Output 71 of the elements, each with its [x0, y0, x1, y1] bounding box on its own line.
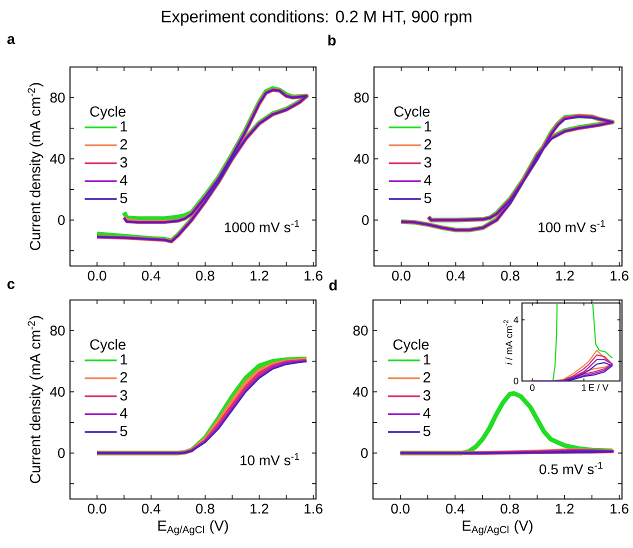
- x-axis-title: E / V: [589, 384, 608, 391]
- x-axis-title: E$_{Ag/AgCl}$ (V): [462, 520, 532, 536]
- text: a: [7, 36, 16, 44]
- legend-label: 4: [120, 408, 128, 418]
- legend-label: 2: [120, 372, 128, 382]
- y-axis-title: Current density (mA cm$^{-2}$): [28, 83, 44, 250]
- legend-label: 1: [120, 354, 128, 364]
- x-tick-label: 0.0: [391, 504, 410, 514]
- x-tick-label: 0.4: [142, 504, 160, 514]
- legend-label: 5: [423, 426, 430, 436]
- y-tick-label: 40: [353, 386, 368, 397]
- y-tick-label: 0: [362, 215, 369, 226]
- annotation: 1000 mV s$^{-1}$: [224, 220, 300, 232]
- x-tick-label: 0.0: [88, 270, 106, 281]
- legend-label: 1: [424, 354, 430, 364]
- annotation: 0.5 mV s$^{-1}$: [540, 462, 602, 474]
- x-tick-label: 0.4: [446, 270, 466, 281]
- y-tick-label: 40: [354, 154, 369, 164]
- legend-label: 4: [424, 175, 432, 186]
- y-axis-title: Current density (mA cm$^{-2}$): [28, 316, 44, 484]
- legend-label: 2: [424, 139, 432, 150]
- y-tick-label: 40: [50, 154, 65, 164]
- x-tick-label: 0.8: [501, 270, 520, 281]
- x-tick-label: 1.6: [304, 270, 322, 281]
- x-tick-label: 1.6: [610, 504, 628, 514]
- legend-label: 3: [120, 390, 128, 401]
- x-tick-label: 0.8: [500, 504, 519, 514]
- legend-label: 3: [120, 157, 128, 168]
- y-tick-label: 80: [353, 326, 368, 336]
- y-tick-label: 0: [58, 448, 65, 458]
- legend-title: Cycle: [393, 338, 429, 353]
- legend-label: 4: [423, 408, 430, 418]
- text: b: [328, 34, 336, 46]
- y-tick-label: 80: [50, 92, 65, 103]
- y-tick-label: 0: [361, 448, 368, 458]
- y-tick-label: 40: [50, 386, 65, 397]
- y-tick-label: 80: [354, 92, 369, 103]
- legend-label: 5: [120, 192, 128, 204]
- legend-label: 3: [423, 390, 430, 401]
- legend-label: 1: [120, 121, 128, 132]
- x-tick-label: 1.6: [610, 270, 628, 281]
- annotation: 100 mV s$^{-1}$: [538, 220, 605, 232]
- legend-label: 5: [424, 192, 432, 204]
- legend-label: 3: [424, 157, 432, 168]
- x-tick-label: 0.8: [196, 270, 214, 281]
- legend-title: Cycle: [394, 106, 430, 120]
- x-tick-label: 1.2: [556, 270, 574, 280]
- text: c: [7, 281, 15, 290]
- x-tick-label: 0.4: [446, 504, 464, 514]
- x-tick-label: 0.0: [392, 270, 410, 281]
- x-axis-title: E$_{Ag/AgCl}$ (V): [158, 520, 228, 536]
- legend-label: 2: [424, 372, 430, 382]
- legend-title: Cycle: [90, 338, 126, 353]
- text: d: [329, 280, 337, 290]
- legend-label: 1: [424, 121, 432, 132]
- x-tick-label: 1.2: [556, 504, 574, 514]
- x-tick-label: 0.4: [142, 270, 160, 281]
- y-tick-label: 80: [50, 326, 65, 336]
- y-axis-title: i / mA cm$^{-2}$: [504, 320, 512, 365]
- x-tick-label: 1.2: [250, 504, 268, 514]
- x-tick-label: 1.6: [304, 504, 322, 514]
- x-tick-label: 1.2: [250, 270, 268, 280]
- legend-label: 4: [120, 175, 128, 186]
- annotation: 10 mV s$^{-1}$: [240, 453, 300, 466]
- y-tick-label: 0: [58, 215, 65, 226]
- x-tick-label: 0.8: [196, 504, 214, 514]
- legend-label: 2: [120, 139, 128, 150]
- legend-title: Cycle: [90, 106, 126, 120]
- chart-title: Experiment conditions: 0.2 M HT, 900 rpm: [162, 10, 472, 26]
- x-tick-label: 0.0: [88, 504, 106, 514]
- legend-label: 5: [120, 426, 128, 436]
